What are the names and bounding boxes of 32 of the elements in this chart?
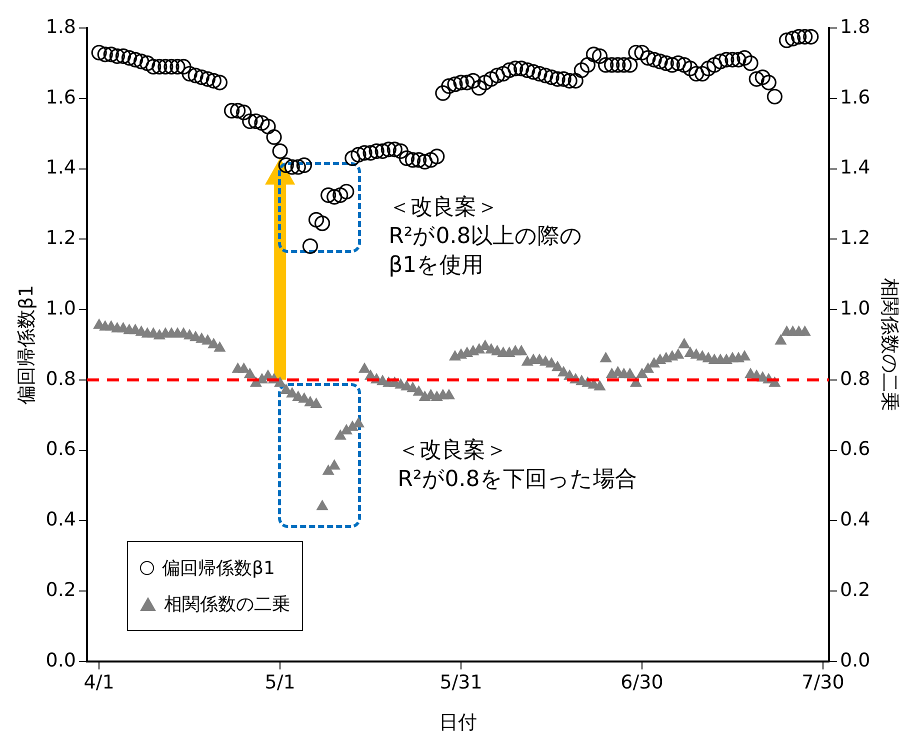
y2-tick-label: 1.2 <box>840 227 870 250</box>
x-tick-label: 5/31 <box>440 672 482 694</box>
legend-label: 相関係数の二乗 <box>164 593 290 616</box>
y2-axis-title: 相関係数の二乗 <box>878 278 901 412</box>
y2-tick-label: 1.4 <box>840 156 870 179</box>
y2-tick-label: 1.8 <box>840 16 870 38</box>
y-tick-label: 1.2 <box>46 227 76 250</box>
y2-tick-label: 1.0 <box>840 297 870 320</box>
y2-tick-label: 0.4 <box>840 508 870 531</box>
y2-tick-label: 0.0 <box>840 649 870 672</box>
legend-label: 偏回帰係数β1 <box>162 557 275 580</box>
y-tick-label: 1.8 <box>46 16 76 38</box>
annotation: ＜改良案＞ R²が0.8を下回った場合 <box>398 437 637 494</box>
y-axis-title: 偏回帰係数β1 <box>15 285 38 404</box>
annotation: ＜改良案＞ R²が0.8以上の際の β1を使用 <box>388 194 583 280</box>
y-tick-label: 0.4 <box>46 508 76 531</box>
y-tick-label: 0.2 <box>46 578 76 601</box>
y-tick-label: 1.4 <box>46 156 76 179</box>
x-tick-label: 4/1 <box>84 672 114 694</box>
y2-tick-label: 0.8 <box>840 368 870 390</box>
y-tick-label: 0.0 <box>46 649 76 672</box>
y2-tick-label: 0.2 <box>840 578 870 601</box>
y2-tick-label: 0.6 <box>840 438 870 460</box>
x-tick-label: 5/1 <box>264 672 296 694</box>
y-tick-label: 1.6 <box>46 86 76 108</box>
x-tick-label: 7/30 <box>802 672 844 694</box>
y-tick-label: 1.0 <box>46 297 76 320</box>
x-axis-title: 日付 <box>439 712 477 734</box>
x-tick-label: 6/30 <box>620 672 664 694</box>
y2-tick-label: 1.6 <box>840 86 870 108</box>
y-tick-label: 0.8 <box>46 368 76 390</box>
y-tick-label: 0.6 <box>46 438 76 460</box>
